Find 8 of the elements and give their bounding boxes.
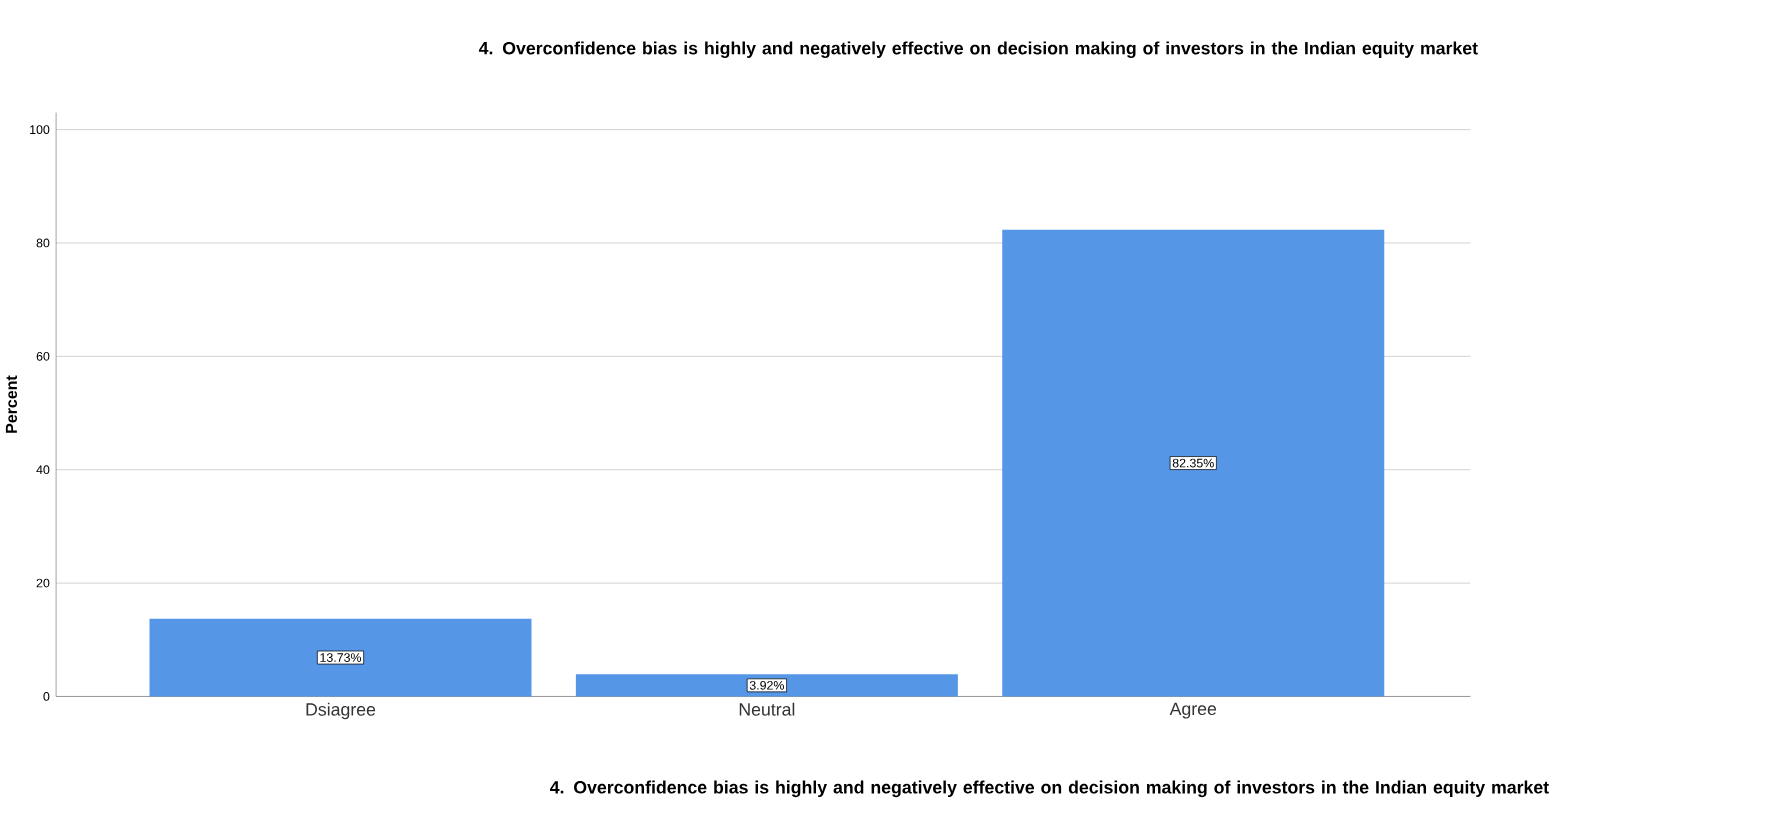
bar [575, 673, 958, 697]
bar [149, 618, 532, 697]
x-axis-title: 4. Overconfidence bias is highly and negatively effective on decision making of investors in the Indian equity market [550, 780, 1549, 797]
x-tick-label: Neutral [739, 702, 795, 716]
bar [1002, 229, 1385, 697]
chart-title: 4. Overconfidence bias is highly and negatively effective on decision making of investors in the Indian equity market [478, 41, 1478, 58]
x-tick-label: Dsiagree [306, 702, 376, 719]
x-tick-label: Agree [1169, 702, 1217, 719]
